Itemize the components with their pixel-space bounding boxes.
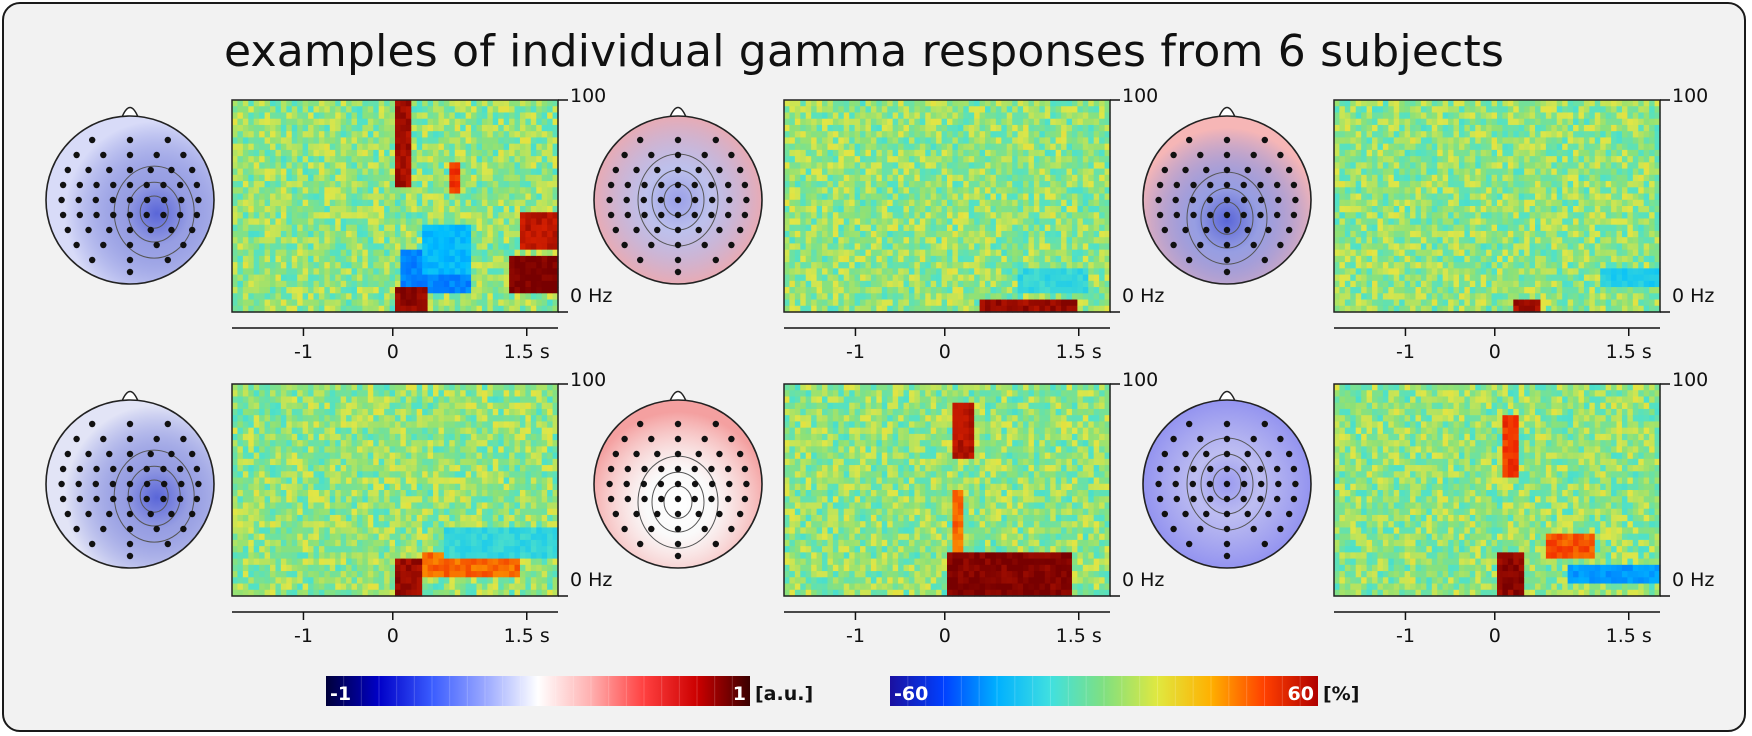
colorbar-max-label: 1 (733, 683, 746, 705)
y-top-label: 100 (1672, 85, 1708, 107)
y-bottom-label: 0 Hz (1122, 285, 1164, 307)
x-tick-label: 0 (1489, 625, 1501, 647)
axes-2: 100 0 Hz -1 0 1.5 s (784, 85, 1164, 363)
y-top-label: 100 (1672, 369, 1708, 391)
topomap-1 (45, 106, 215, 285)
x-tick-label: 0 (387, 625, 399, 647)
topomap-5 (593, 390, 763, 569)
x-tick-label: 0 (1489, 341, 1501, 363)
spectrogram-6 (1333, 383, 1661, 597)
axes-4: 100 0 Hz -1 0 1.5 s (232, 369, 612, 647)
axes-5: 100 0 Hz -1 0 1.5 s (784, 369, 1164, 647)
spectrogram-1 (231, 99, 559, 313)
axes-1: 100 0 Hz -1 0 1.5 s (232, 85, 612, 363)
x-tick-label: -1 (1396, 341, 1415, 363)
y-top-label: 100 (570, 85, 606, 107)
x-tick-label: 1.5 s (1056, 341, 1102, 363)
topo-colorbar: -1 1 [a.u.] (326, 676, 813, 706)
y-bottom-label: 0 Hz (1672, 285, 1714, 307)
axes-3: 100 0 Hz -1 0 1.5 s (1334, 85, 1714, 363)
spectrogram-4 (231, 383, 559, 597)
x-tick-label: 1.5 s (1606, 341, 1652, 363)
colorbar-max-label: 60 (1288, 683, 1314, 705)
y-top-label: 100 (1122, 369, 1158, 391)
y-bottom-label: 0 Hz (1122, 569, 1164, 591)
x-tick-label: 0 (939, 625, 951, 647)
figure-title: examples of individual gamma responses f… (224, 26, 1505, 77)
y-bottom-label: 0 Hz (570, 285, 612, 307)
spectrogram-5 (783, 383, 1111, 597)
topomap-4 (45, 390, 215, 569)
colorbar-unit: [a.u.] (755, 683, 813, 705)
x-tick-label: 1.5 s (1056, 625, 1102, 647)
colorbar-min-label: -1 (330, 683, 351, 705)
x-tick-label: 1.5 s (504, 625, 550, 647)
y-bottom-label: 0 Hz (1672, 569, 1714, 591)
x-tick-label: 0 (387, 341, 399, 363)
x-tick-label: -1 (846, 341, 865, 363)
x-tick-label: -1 (294, 341, 313, 363)
y-top-label: 100 (570, 369, 606, 391)
topomap-6 (1142, 390, 1312, 569)
colorbar-min-label: -60 (894, 683, 928, 705)
y-bottom-label: 0 Hz (570, 569, 612, 591)
colorbar-unit: [%] (1323, 683, 1359, 705)
spectrogram-3 (1333, 99, 1661, 313)
x-tick-label: -1 (294, 625, 313, 647)
topomap-2 (593, 106, 763, 285)
tf-colorbar: -60 60 [%] (890, 676, 1359, 706)
x-tick-label: 0 (939, 341, 951, 363)
x-tick-label: 1.5 s (1606, 625, 1652, 647)
y-top-label: 100 (1122, 85, 1158, 107)
x-tick-label: -1 (1396, 625, 1415, 647)
x-tick-label: -1 (846, 625, 865, 647)
axes-6: 100 0 Hz -1 0 1.5 s (1334, 369, 1714, 647)
spectrogram-2 (783, 99, 1111, 313)
x-tick-label: 1.5 s (504, 341, 550, 363)
topomap-3 (1142, 106, 1312, 285)
